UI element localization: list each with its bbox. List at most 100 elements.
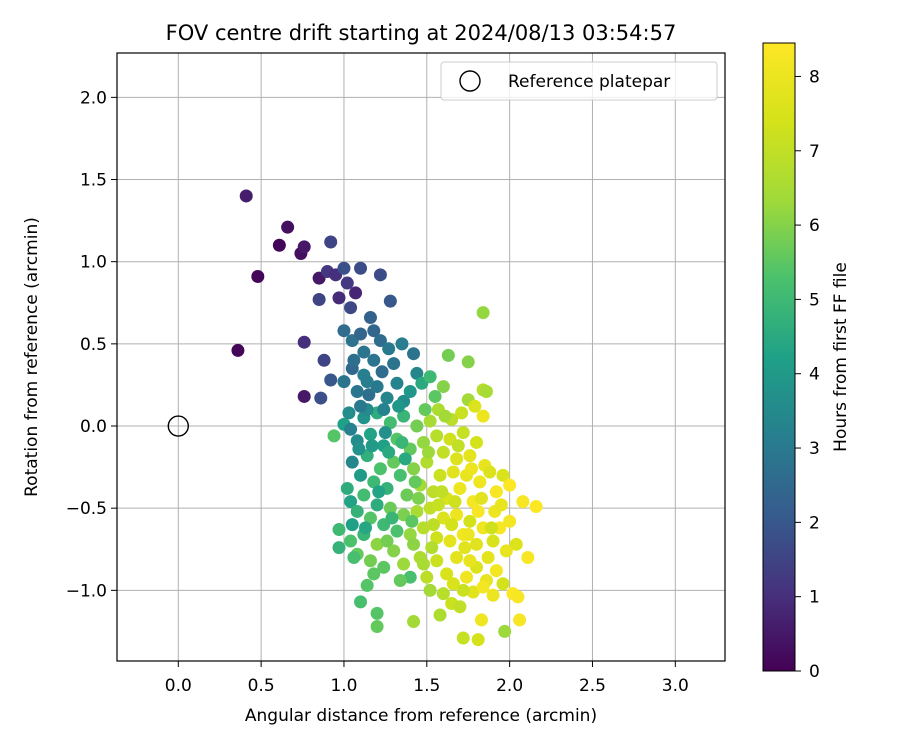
colorbar-tick-label: 5 (809, 290, 820, 310)
data-point (516, 495, 530, 509)
data-point (446, 465, 460, 479)
data-point (347, 550, 361, 564)
data-point (344, 534, 358, 548)
data-point (370, 380, 384, 394)
data-point (344, 495, 358, 509)
y-tick-label: −1.0 (66, 581, 107, 601)
data-point (393, 573, 407, 587)
data-point (418, 403, 432, 417)
data-point (436, 445, 450, 459)
data-point (365, 439, 379, 453)
data-point (446, 577, 460, 591)
data-point (378, 426, 392, 440)
data-point (281, 220, 295, 234)
colorbar-tick-label: 0 (809, 662, 820, 682)
legend-marker-icon (459, 70, 481, 92)
data-point (423, 583, 437, 597)
x-tick-label: 0.0 (165, 676, 192, 696)
data-point (476, 580, 490, 594)
data-point (383, 501, 397, 515)
data-point (340, 481, 354, 495)
data-point (362, 388, 376, 402)
data-point (272, 238, 286, 252)
data-point (382, 342, 396, 356)
colorbar-tick-label: 6 (809, 216, 820, 236)
data-point (387, 455, 401, 469)
x-tick-label: 0.5 (248, 676, 275, 696)
data-point (456, 631, 470, 645)
data-point (435, 485, 449, 499)
data-point (455, 406, 469, 420)
data-point (494, 498, 508, 512)
data-point (297, 389, 311, 403)
data-point (367, 475, 381, 489)
data-point (509, 537, 523, 551)
data-point (340, 276, 354, 290)
data-point (370, 619, 384, 633)
data-point (392, 399, 406, 413)
data-point (503, 514, 517, 528)
data-point (423, 414, 437, 428)
data-point (377, 403, 391, 417)
data-point (461, 355, 475, 369)
data-point (357, 488, 371, 502)
data-point (476, 306, 490, 320)
x-tick-label: 1.5 (413, 676, 440, 696)
data-point (410, 504, 424, 518)
data-point (373, 268, 387, 282)
data-point (317, 353, 331, 367)
data-point (445, 518, 459, 532)
colorbar-tick-label: 8 (809, 67, 820, 87)
data-point (354, 595, 368, 609)
data-points (231, 189, 543, 647)
data-point (441, 348, 455, 362)
data-point (395, 337, 409, 351)
data-point (412, 491, 426, 505)
data-point (390, 524, 404, 538)
data-point (423, 370, 437, 384)
data-point (440, 567, 454, 581)
data-point (463, 449, 477, 463)
data-point (489, 485, 503, 499)
data-point (408, 475, 422, 489)
data-point (367, 324, 381, 338)
data-point (450, 452, 464, 466)
data-point (395, 435, 409, 449)
data-point (498, 624, 512, 638)
data-point (469, 537, 483, 551)
data-point (363, 511, 377, 525)
data-point (350, 504, 364, 518)
y-axis-label: Rotation from reference (arcmin) (22, 217, 42, 497)
data-point (416, 435, 430, 449)
data-point (297, 335, 311, 349)
data-point (385, 511, 399, 525)
data-point (332, 523, 346, 537)
data-point (469, 435, 483, 449)
colorbar-gradient (762, 42, 796, 672)
data-point (428, 389, 442, 403)
data-point (352, 442, 366, 456)
data-point (450, 508, 464, 522)
data-point (451, 439, 465, 453)
data-point (387, 357, 401, 371)
data-point (337, 261, 351, 275)
data-point (344, 422, 358, 436)
data-point (460, 570, 474, 584)
data-point (398, 452, 412, 466)
data-point (431, 498, 445, 512)
data-point (337, 375, 351, 389)
data-point (390, 376, 404, 390)
y-tick-label: 1.5 (80, 171, 107, 191)
data-point (448, 495, 462, 509)
data-point (380, 534, 394, 548)
data-point (407, 347, 421, 361)
data-point (367, 353, 381, 367)
x-tick-label: 3.0 (662, 676, 689, 696)
data-point (354, 261, 368, 275)
data-point (476, 409, 490, 423)
reference-marker (167, 415, 189, 437)
y-tick-label: 0.0 (80, 417, 107, 437)
data-point (347, 353, 361, 367)
colorbar-tick-label: 4 (809, 365, 820, 385)
data-point (367, 567, 381, 581)
